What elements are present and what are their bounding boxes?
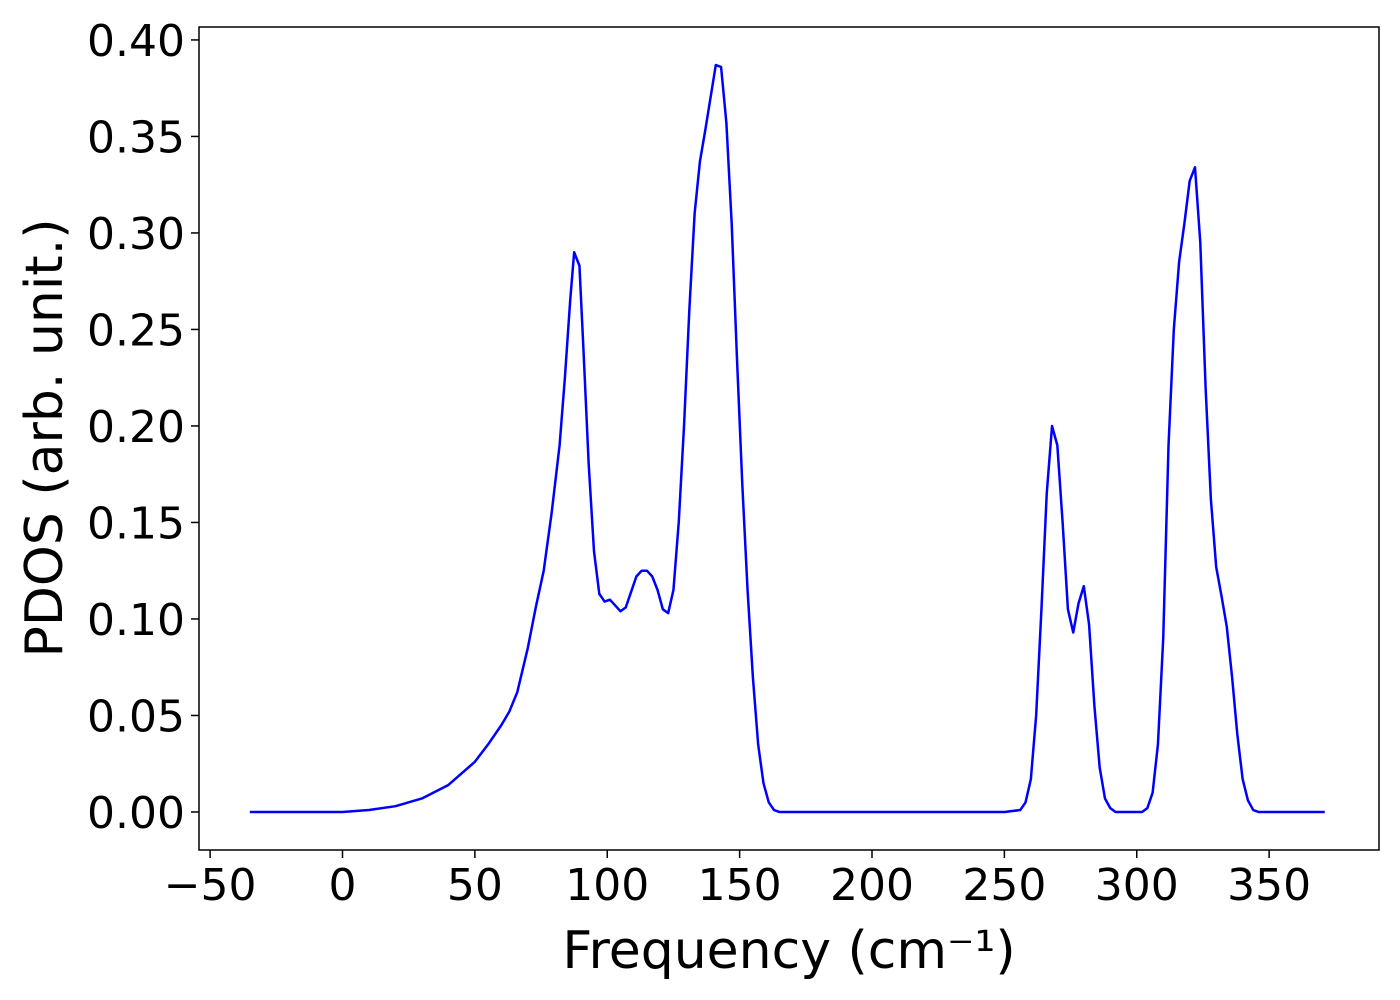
x-tick-label: 150	[698, 860, 782, 911]
x-tick-label: 200	[830, 860, 914, 911]
y-tick-label: 0.15	[87, 498, 185, 549]
x-tick-label: 0	[328, 860, 356, 911]
x-tick-label: −50	[164, 860, 257, 911]
y-tick-label: 0.05	[87, 691, 185, 742]
plot-frame	[198, 26, 1380, 851]
x-tick-label: 100	[565, 860, 649, 911]
y-tick-label: 0.00	[87, 788, 185, 839]
y-tick-label: 0.25	[87, 305, 185, 356]
y-tick-label: 0.30	[87, 209, 185, 260]
y-tick-label: 0.35	[87, 112, 185, 163]
x-tick-label: 50	[447, 860, 503, 911]
x-tick-label: 350	[1227, 860, 1311, 911]
y-tick-label: 0.10	[87, 595, 185, 646]
line	[249, 63, 1325, 814]
x-tick-label: 300	[1095, 860, 1179, 911]
y-tick-label: 0.20	[87, 402, 185, 453]
y-axis-label: PDOS (arb. unit.)	[15, 218, 75, 657]
x-tick-label: 250	[962, 860, 1046, 911]
x-axis-label: Frequency (cm⁻¹)	[562, 921, 1015, 981]
y-tick-label: 0.40	[87, 16, 185, 67]
